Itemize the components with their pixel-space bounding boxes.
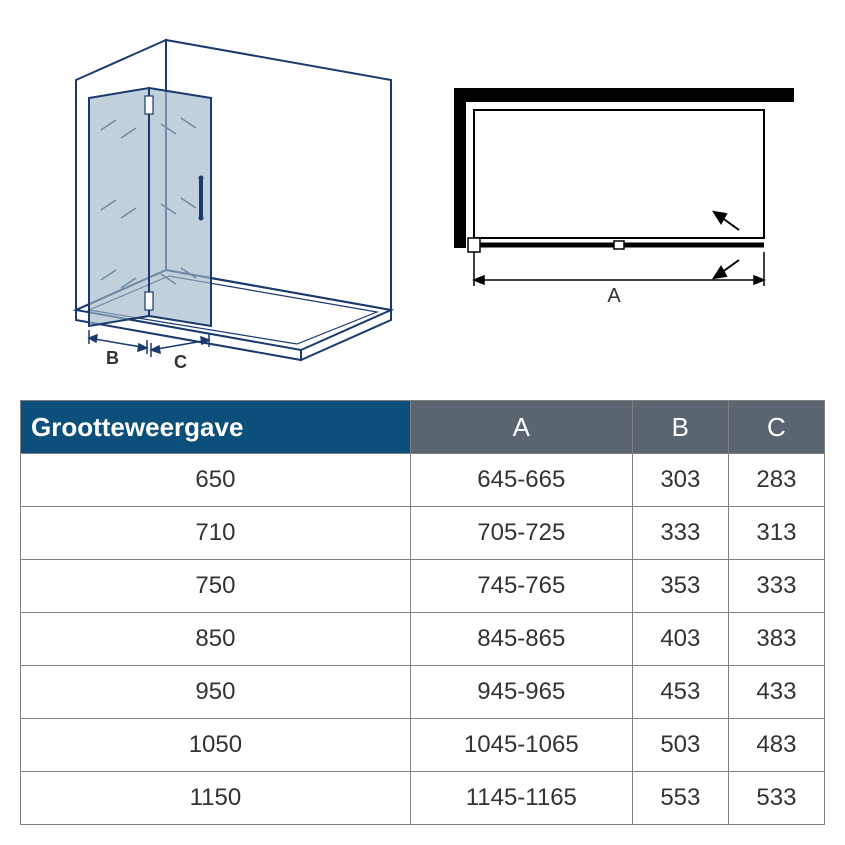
table-cell: 283 — [728, 454, 824, 507]
col-header-a: A — [410, 401, 632, 454]
table-cell: 1045-1065 — [410, 719, 632, 772]
table-cell: 483 — [728, 719, 824, 772]
table-cell: 453 — [632, 666, 728, 719]
table-cell: 403 — [632, 613, 728, 666]
diagram-row: B C — [20, 20, 825, 380]
table-row: 750745-765353333 — [21, 560, 825, 613]
table-body: 650645-665303283710705-725333313750745-7… — [21, 454, 825, 825]
table-cell: 745-765 — [410, 560, 632, 613]
table-row: 710705-725333313 — [21, 507, 825, 560]
table-row: 650645-665303283 — [21, 454, 825, 507]
table-cell: 1150 — [21, 772, 411, 825]
col-header-b: B — [632, 401, 728, 454]
table-cell: 645-665 — [410, 454, 632, 507]
table-cell: 710 — [21, 507, 411, 560]
label-b: B — [106, 348, 119, 368]
table-cell: 333 — [632, 507, 728, 560]
table-row: 10501045-1065503483 — [21, 719, 825, 772]
table-cell: 750 — [21, 560, 411, 613]
table-cell: 850 — [21, 613, 411, 666]
col-header-c: C — [728, 401, 824, 454]
table-row: 850845-865403383 — [21, 613, 825, 666]
diagram-3d-view: B C — [41, 20, 401, 380]
table-cell: 650 — [21, 454, 411, 507]
table-cell: 533 — [728, 772, 824, 825]
label-c: C — [174, 352, 187, 372]
table-cell: 433 — [728, 666, 824, 719]
size-table: Grootteweergave A B C 650645-66530328371… — [20, 400, 825, 825]
table-cell: 313 — [728, 507, 824, 560]
table-cell: 845-865 — [410, 613, 632, 666]
table-cell: 950 — [21, 666, 411, 719]
col-header-size: Grootteweergave — [21, 401, 411, 454]
table-cell: 1050 — [21, 719, 411, 772]
table-cell: 383 — [728, 613, 824, 666]
label-a: A — [607, 285, 621, 307]
table-cell: 303 — [632, 454, 728, 507]
table-cell: 353 — [632, 560, 728, 613]
table-header-row: Grootteweergave A B C — [21, 401, 825, 454]
table-cell: 333 — [728, 560, 824, 613]
table-cell: 503 — [632, 719, 728, 772]
table-row: 11501145-1165553533 — [21, 772, 825, 825]
table-cell: 945-965 — [410, 666, 632, 719]
table-cell: 1145-1165 — [410, 772, 632, 825]
table-row: 950945-965453433 — [21, 666, 825, 719]
table-cell: 705-725 — [410, 507, 632, 560]
table-cell: 553 — [632, 772, 728, 825]
diagram-top-view: A — [444, 70, 804, 330]
